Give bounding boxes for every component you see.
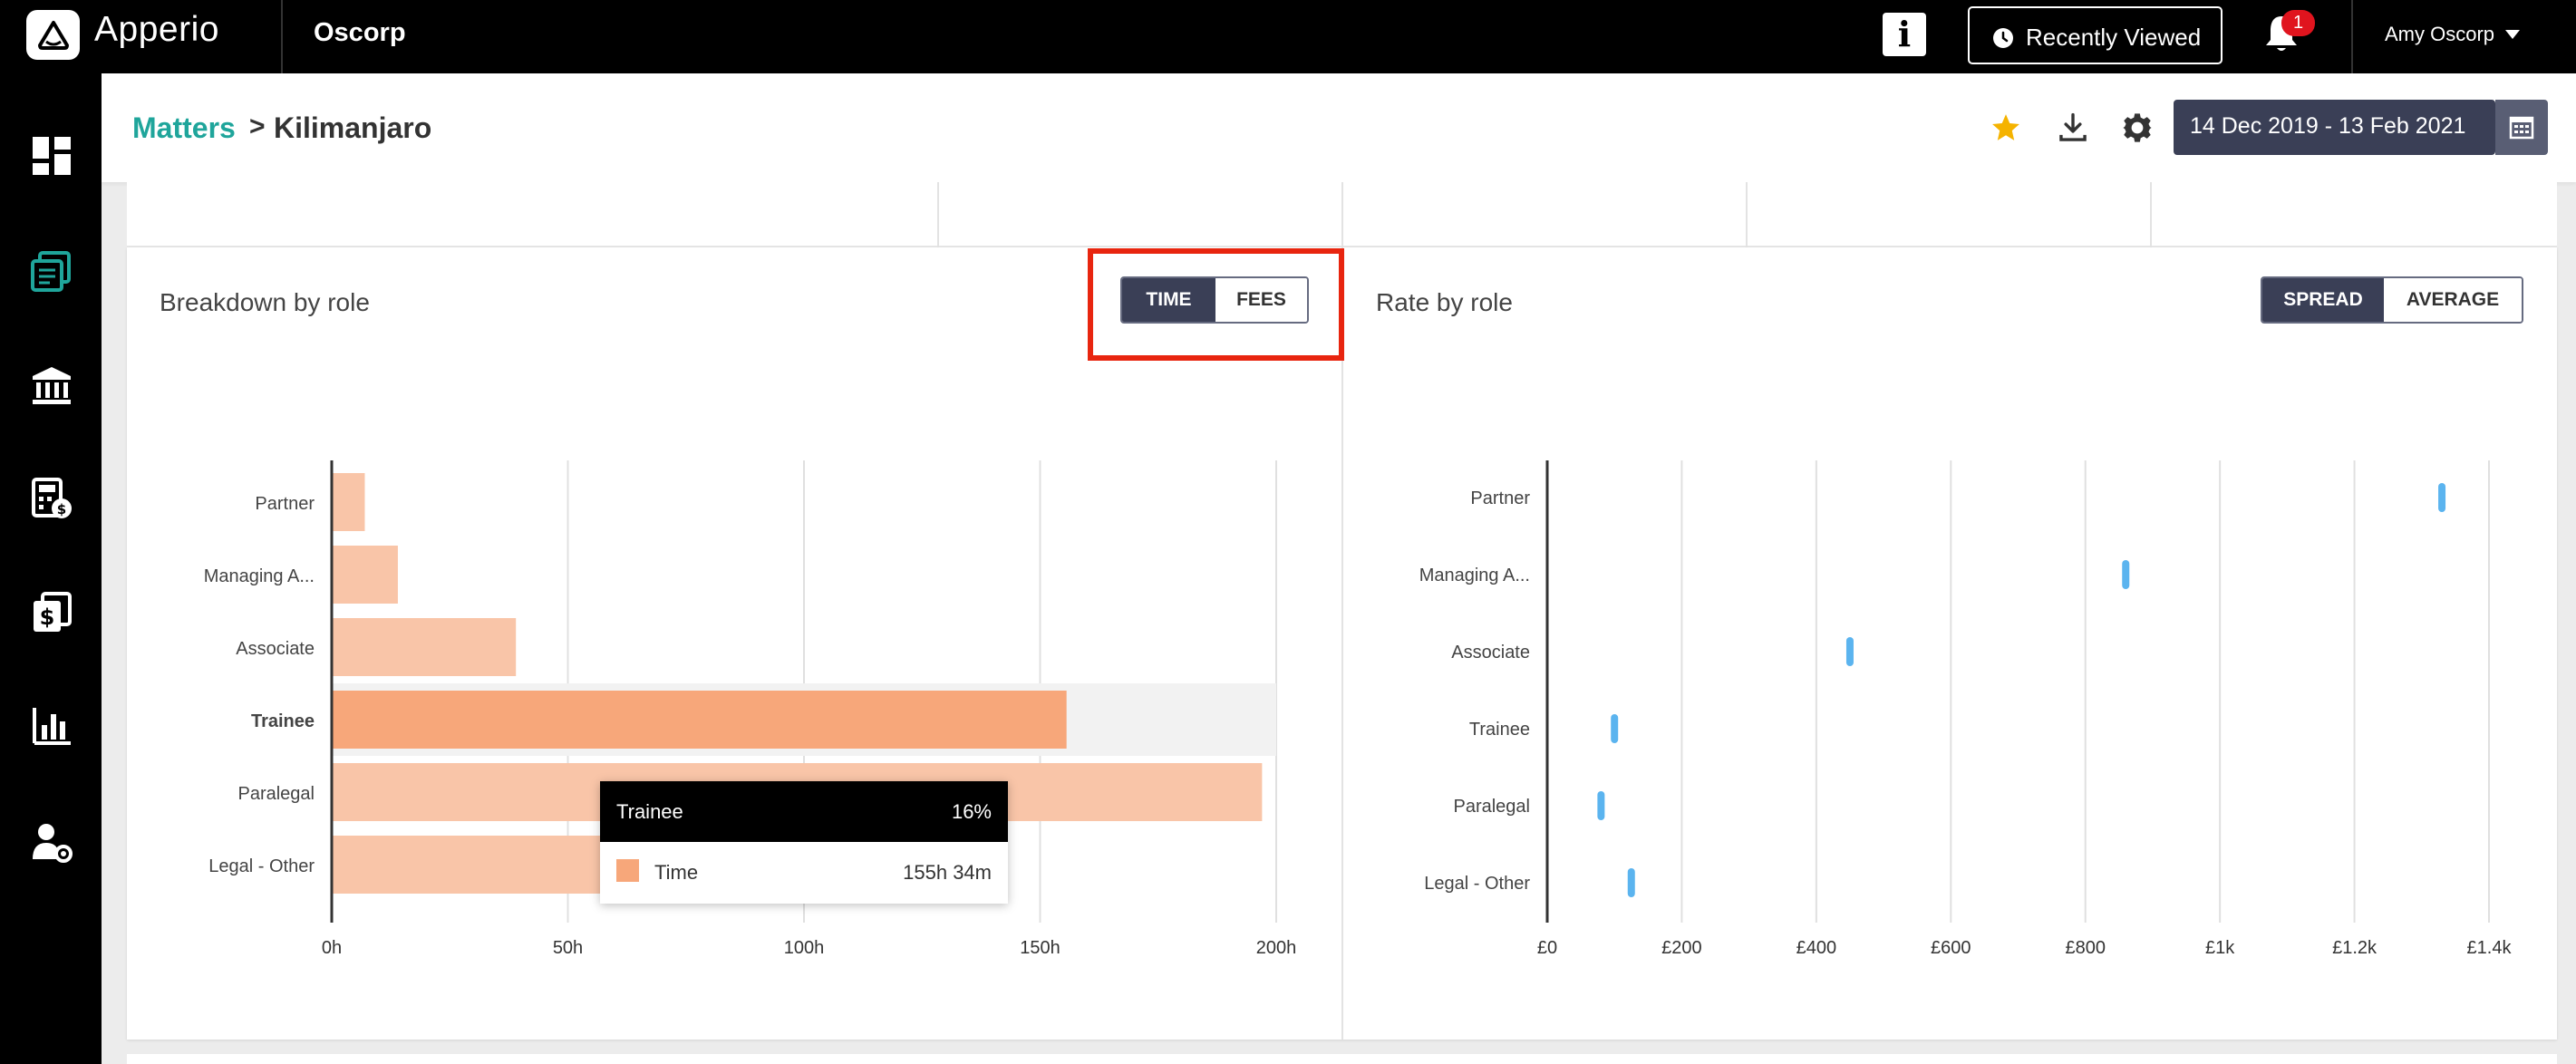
user-menu[interactable]: Amy Oscorp	[2385, 23, 2495, 45]
y-category-label: Trainee	[1469, 720, 1530, 740]
info-button[interactable]: i	[1883, 13, 1926, 56]
top-bar: Apperio Oscorp i Recently Viewed 1 Amy O…	[0, 0, 2576, 73]
x-tick-label: £1k	[2205, 938, 2235, 958]
tooltip-header: Trainee 16%	[600, 781, 1008, 842]
x-tick-label: 100h	[784, 938, 825, 958]
notification-badge: 1	[2281, 10, 2315, 36]
apperio-logo[interactable]	[26, 10, 80, 60]
invoices-icon[interactable]: $	[31, 592, 73, 634]
next-card	[127, 1054, 2557, 1064]
breadcrumb-matters-link[interactable]: Matters	[132, 111, 236, 144]
tooltip-role: Trainee	[616, 800, 683, 823]
tooltip-value: 155h 34m	[903, 861, 992, 884]
page-header	[102, 73, 2576, 182]
rate-marker	[1627, 868, 1635, 897]
x-tick-label: 0h	[322, 938, 342, 958]
fees-toggle-button[interactable]: FEES	[1215, 278, 1307, 322]
recently-viewed-button[interactable]: Recently Viewed	[1968, 6, 2223, 64]
sidebar: $ $	[0, 73, 102, 1064]
chevron-down-icon[interactable]	[2505, 30, 2520, 39]
x-tick-label: 150h	[1020, 938, 1060, 958]
rate-marker	[1611, 714, 1619, 743]
tile-divider	[2150, 182, 2152, 247]
tooltip-percent: 16%	[951, 800, 992, 823]
matters-icon[interactable]	[31, 251, 73, 293]
tooltip-metric: Time	[654, 861, 699, 884]
y-category-label: Partner	[255, 494, 315, 514]
page-title: Kilimanjaro	[274, 111, 432, 144]
y-category-label: Paralegal	[1453, 797, 1530, 817]
recently-viewed-label: Recently Viewed	[2026, 24, 2202, 51]
topbar-divider	[2351, 0, 2353, 73]
bar	[332, 618, 517, 676]
reports-chart-icon[interactable]	[31, 705, 73, 747]
topbar-divider	[281, 0, 283, 73]
breadcrumb-separator: >	[249, 111, 266, 141]
calendar-button[interactable]	[2495, 100, 2548, 155]
x-tick-label: 50h	[553, 938, 583, 958]
calendar-icon	[2509, 116, 2534, 140]
toggle-highlight-annotation	[1088, 248, 1344, 361]
y-category-label: Managing A...	[1419, 566, 1530, 585]
rate-marker	[2438, 483, 2446, 512]
gear-icon[interactable]	[2122, 112, 2153, 143]
clock-icon	[1993, 28, 2013, 48]
spread-toggle-button[interactable]: SPREAD	[2262, 278, 2384, 322]
bar	[332, 691, 1067, 749]
y-category-label: Associate	[236, 639, 315, 659]
y-category-label: Legal - Other	[208, 856, 315, 876]
date-range-picker[interactable]: 14 Dec 2019 - 13 Feb 2021	[2174, 100, 2495, 155]
svg-text:$: $	[57, 501, 66, 517]
brand-name: Apperio	[94, 10, 219, 49]
spread-average-toggle: SPREAD AVERAGE	[2261, 276, 2523, 324]
rate-marker	[1845, 637, 1854, 666]
x-tick-label: £400	[1796, 938, 1837, 958]
dashboard-icon[interactable]	[31, 135, 73, 177]
x-tick-label: £800	[2065, 938, 2106, 958]
date-range-label: 14 Dec 2019 - 13 Feb 2021	[2190, 113, 2466, 139]
budget-calculator-icon[interactable]: $	[31, 478, 73, 519]
x-tick-label: £1.2k	[2332, 938, 2377, 958]
y-category-label: Associate	[1451, 643, 1530, 663]
rate-marker	[1597, 791, 1605, 820]
x-tick-label: £200	[1661, 938, 1702, 958]
card-divider	[1341, 247, 1343, 1040]
tile-divider	[1341, 182, 1343, 247]
bar	[332, 546, 398, 604]
summary-tiles	[127, 182, 2557, 247]
rate-by-role-title: Rate by role	[1376, 288, 1513, 316]
x-tick-label: 200h	[1256, 938, 1297, 958]
y-category-label: Trainee	[251, 711, 315, 731]
x-tick-label: £1.4k	[2467, 938, 2513, 958]
chart-tooltip: Trainee 16% Time 155h 34m	[600, 781, 1008, 904]
star-icon[interactable]	[1990, 112, 2021, 143]
download-icon[interactable]	[2058, 112, 2087, 143]
x-tick-label: £600	[1931, 938, 1971, 958]
time-toggle-button[interactable]: TIME	[1122, 278, 1215, 322]
bar	[332, 473, 365, 531]
organization-name: Oscorp	[314, 18, 406, 47]
x-tick-label: £0	[1537, 938, 1557, 958]
y-category-label: Partner	[1470, 488, 1530, 508]
y-category-label: Legal - Other	[1424, 874, 1530, 894]
svg-text:$: $	[40, 605, 55, 630]
user-settings-icon[interactable]	[31, 821, 73, 863]
tooltip-swatch	[616, 859, 639, 882]
tile-divider	[937, 182, 939, 247]
y-category-label: Managing A...	[204, 566, 315, 586]
time-fees-toggle: TIME FEES	[1120, 276, 1309, 324]
y-category-label: Paralegal	[237, 784, 315, 804]
breakdown-by-role-title: Breakdown by role	[160, 288, 370, 316]
rate-marker	[2122, 560, 2130, 589]
average-toggle-button[interactable]: AVERAGE	[2384, 278, 2522, 322]
tile-divider	[1746, 182, 1748, 247]
logo-icon	[38, 21, 69, 50]
bank-icon[interactable]	[31, 365, 73, 407]
